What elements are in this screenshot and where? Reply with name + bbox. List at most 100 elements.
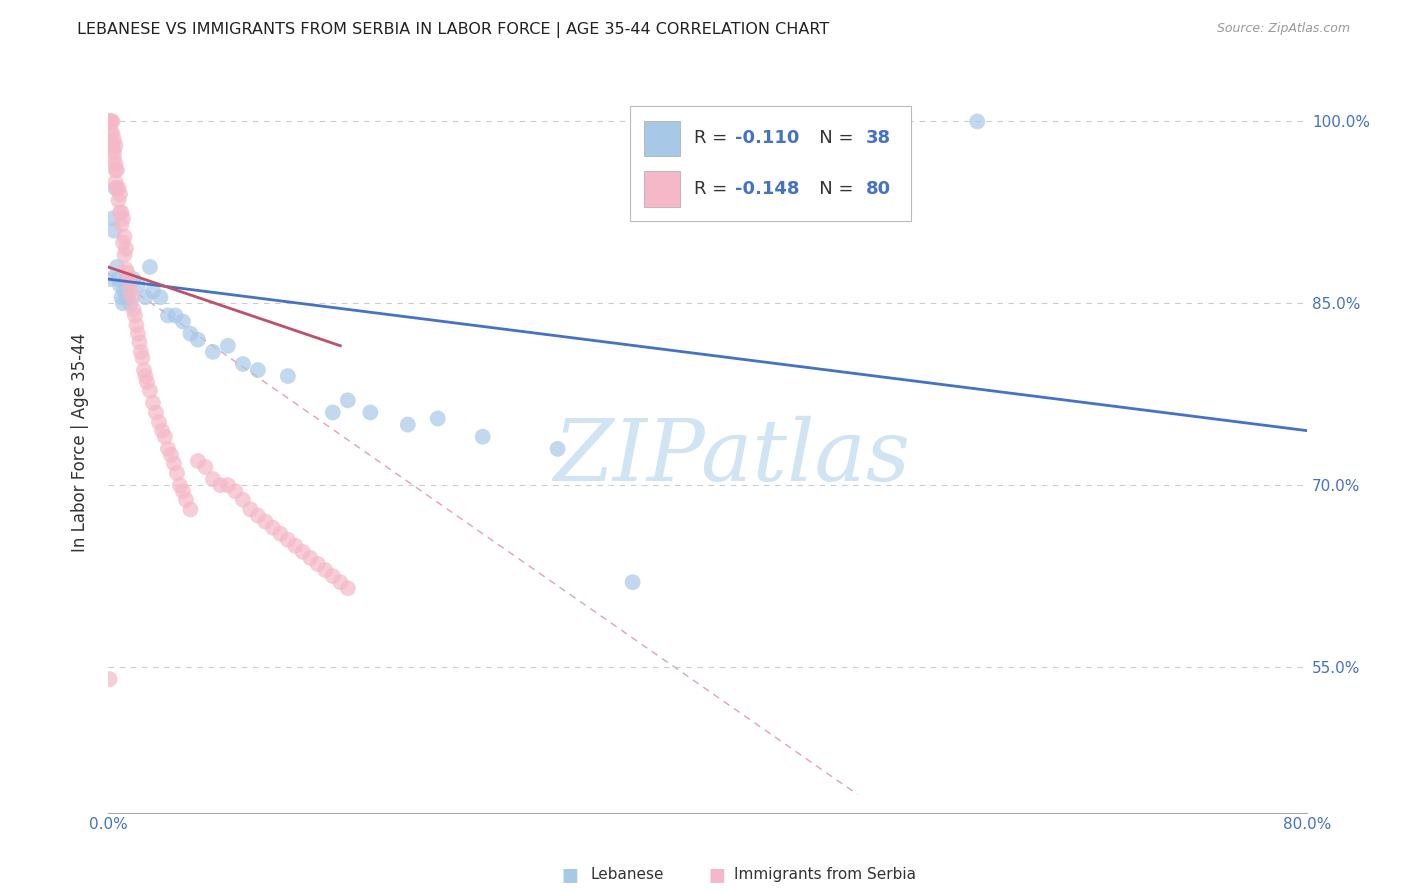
- Point: [156, 309, 179, 323]
- Point: [103, 145, 125, 159]
- Point: [115, 262, 138, 277]
- Point: [121, 290, 143, 304]
- Point: [110, 290, 132, 304]
- Point: [232, 492, 254, 507]
- Point: [100, 114, 122, 128]
- Point: [98, 672, 121, 686]
- Point: [322, 405, 344, 419]
- Point: [201, 344, 224, 359]
- Text: -0.110: -0.110: [735, 129, 800, 147]
- Point: [124, 309, 146, 323]
- Point: [108, 205, 131, 219]
- Point: [101, 138, 124, 153]
- Point: [471, 430, 494, 444]
- Text: N =: N =: [803, 180, 859, 198]
- Point: [125, 318, 148, 333]
- Point: [105, 260, 128, 274]
- Point: [160, 448, 183, 462]
- Point: [277, 369, 299, 384]
- Point: [396, 417, 419, 432]
- Text: Immigrants from Serbia: Immigrants from Serbia: [734, 867, 915, 881]
- Point: [122, 272, 145, 286]
- Point: [100, 127, 122, 141]
- Point: [284, 539, 307, 553]
- Point: [98, 114, 121, 128]
- Point: [104, 181, 127, 195]
- Point: [246, 508, 269, 523]
- Text: ZIPatlas: ZIPatlas: [553, 417, 910, 499]
- Point: [621, 575, 644, 590]
- Point: [120, 284, 142, 298]
- Point: [118, 275, 141, 289]
- Point: [174, 492, 197, 507]
- Point: [131, 351, 153, 365]
- Point: [139, 384, 162, 398]
- Point: [117, 290, 139, 304]
- FancyBboxPatch shape: [644, 171, 681, 207]
- Point: [115, 242, 138, 256]
- Point: [128, 335, 150, 350]
- Point: [269, 526, 291, 541]
- Point: [232, 357, 254, 371]
- Point: [114, 284, 136, 298]
- Point: [136, 375, 159, 389]
- Point: [172, 314, 194, 328]
- Point: [246, 363, 269, 377]
- Point: [100, 114, 122, 128]
- Point: [149, 290, 172, 304]
- Text: 80: 80: [866, 180, 891, 198]
- Text: Source: ZipAtlas.com: Source: ZipAtlas.com: [1216, 22, 1350, 36]
- Text: ▪: ▪: [707, 860, 727, 888]
- Point: [163, 456, 186, 470]
- Text: R =: R =: [695, 180, 734, 198]
- Text: N =: N =: [803, 129, 859, 147]
- Point: [108, 187, 131, 202]
- Point: [114, 248, 136, 262]
- Point: [299, 550, 322, 565]
- Point: [111, 296, 134, 310]
- Point: [156, 442, 179, 456]
- Point: [101, 114, 124, 128]
- Point: [359, 405, 381, 419]
- Point: [122, 302, 145, 317]
- Text: -0.148: -0.148: [735, 180, 800, 198]
- Point: [209, 478, 232, 492]
- Point: [110, 218, 132, 232]
- Point: [139, 260, 162, 274]
- Point: [98, 114, 121, 128]
- Point: [277, 533, 299, 547]
- Point: [127, 326, 149, 341]
- Y-axis label: In Labor Force | Age 35-44: In Labor Force | Age 35-44: [72, 334, 89, 552]
- Point: [104, 138, 127, 153]
- Point: [111, 211, 134, 226]
- Point: [150, 424, 173, 438]
- Text: ▪: ▪: [560, 860, 579, 888]
- Point: [194, 460, 217, 475]
- Point: [169, 478, 191, 492]
- Point: [103, 133, 125, 147]
- Point: [117, 266, 139, 280]
- Point: [145, 405, 167, 419]
- Point: [153, 430, 176, 444]
- Point: [187, 333, 209, 347]
- Point: [104, 163, 127, 178]
- Point: [217, 478, 239, 492]
- Point: [110, 205, 132, 219]
- Point: [307, 557, 329, 571]
- Point: [142, 284, 165, 298]
- Point: [426, 411, 449, 425]
- Text: R =: R =: [695, 129, 734, 147]
- Point: [329, 575, 352, 590]
- Point: [187, 454, 209, 468]
- Point: [165, 309, 187, 323]
- FancyBboxPatch shape: [630, 106, 911, 221]
- Point: [103, 224, 125, 238]
- Point: [262, 521, 284, 535]
- Point: [142, 396, 165, 410]
- Point: [134, 369, 156, 384]
- Point: [179, 502, 201, 516]
- Text: LEBANESE VS IMMIGRANTS FROM SERBIA IN LABOR FORCE | AGE 35-44 CORRELATION CHART: LEBANESE VS IMMIGRANTS FROM SERBIA IN LA…: [77, 22, 830, 38]
- FancyBboxPatch shape: [644, 120, 681, 156]
- Point: [966, 114, 988, 128]
- Point: [336, 581, 359, 595]
